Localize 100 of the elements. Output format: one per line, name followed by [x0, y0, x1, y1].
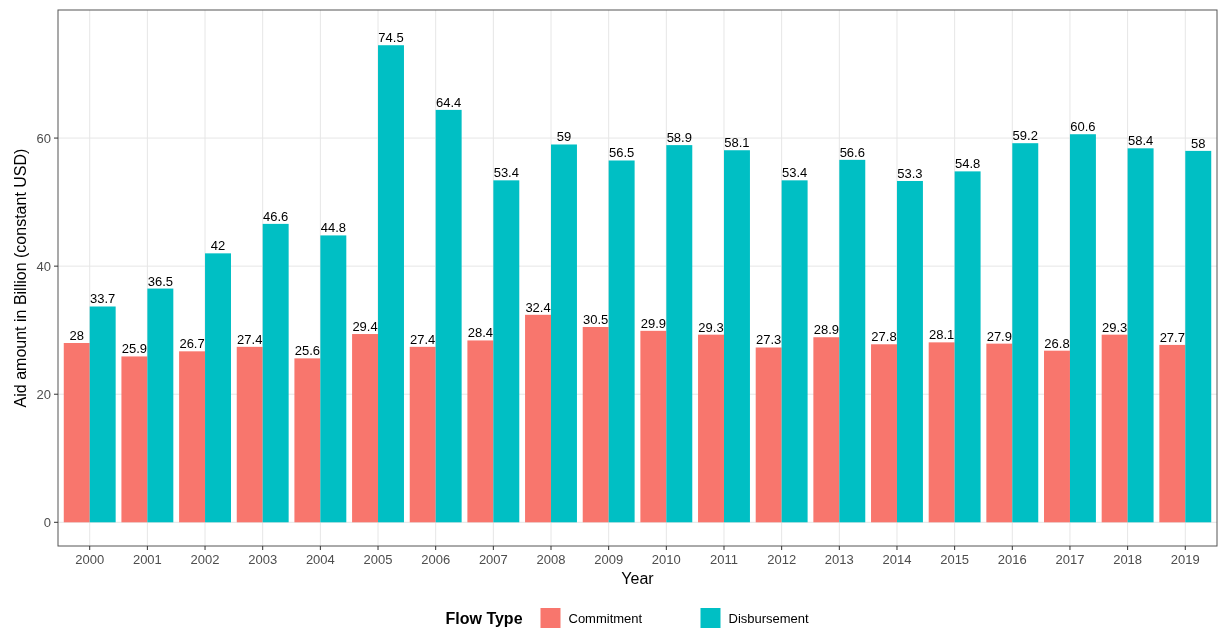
y-axis-title: Aid amount in Billion (constant USD)	[12, 148, 29, 408]
y-tick-label: 60	[36, 130, 51, 146]
bar	[352, 334, 379, 523]
legend-label: Commitment	[568, 610, 643, 626]
bar	[378, 45, 404, 523]
data-label: 26.8	[1044, 335, 1070, 351]
bar	[1127, 148, 1154, 523]
bar	[121, 356, 148, 523]
x-tick-label: 2014	[882, 552, 912, 567]
data-label: 56.5	[608, 145, 635, 161]
data-label: 28	[69, 328, 84, 343]
bar	[493, 180, 520, 523]
data-label: 25.6	[294, 343, 321, 359]
bar	[435, 109, 462, 523]
x-tick-label: 2002	[190, 552, 220, 567]
data-label: 27.9	[986, 328, 1012, 344]
bar	[205, 253, 231, 523]
bar	[954, 171, 981, 523]
data-label: 33.7	[90, 291, 116, 307]
x-tick-label: 2008	[536, 552, 566, 567]
data-label: 27.4	[237, 331, 263, 347]
data-label: 60.6	[1070, 119, 1096, 135]
data-label: 25.9	[121, 341, 148, 357]
data-label: 27.7	[1159, 329, 1185, 345]
x-tick-label: 2007	[478, 552, 508, 567]
data-label: 28.1	[929, 327, 955, 343]
data-label: 74.5	[378, 30, 404, 46]
x-tick-label: 2012	[767, 552, 797, 567]
data-label: 64.4	[436, 94, 462, 110]
bar	[1012, 143, 1039, 523]
bar	[236, 346, 263, 523]
data-label: 54.8	[954, 156, 981, 172]
y-tick-label: 40	[36, 258, 51, 274]
y-tick-label: 20	[36, 386, 51, 402]
data-label: 42	[210, 238, 226, 254]
bar	[89, 306, 116, 523]
data-label: 56.6	[839, 144, 865, 160]
x-tick-label: 2009	[594, 552, 624, 567]
bar	[1101, 334, 1128, 523]
bar	[666, 145, 693, 523]
data-label: 59	[556, 129, 572, 145]
data-label: 29.3	[698, 319, 724, 335]
x-tick-label: 2000	[75, 552, 105, 567]
x-tick-label: 2015	[940, 552, 970, 567]
data-label: 58.4	[1127, 133, 1154, 149]
data-label: 58	[1191, 135, 1206, 151]
bar	[755, 347, 782, 523]
legend-title: Flow Type	[445, 609, 523, 627]
bar	[551, 144, 577, 523]
bar	[294, 358, 321, 523]
bar	[813, 337, 840, 523]
x-tick-label: 2006	[421, 552, 451, 567]
data-label: 53.3	[897, 165, 923, 181]
x-tick-label: 2001	[132, 552, 162, 567]
bar	[781, 180, 808, 523]
y-tick-label: 0	[43, 514, 51, 530]
x-tick-label: 2003	[248, 552, 278, 567]
data-label: 29.3	[1101, 319, 1128, 335]
data-label: 28.9	[813, 322, 839, 338]
bar	[1069, 134, 1096, 523]
x-axis-title: Year	[621, 570, 655, 587]
x-tick-label: 2011	[710, 552, 738, 567]
x-tick-label: 2013	[824, 552, 854, 567]
data-label: 53.4	[781, 165, 808, 181]
bar	[63, 343, 90, 523]
bar	[986, 343, 1013, 523]
data-label: 29.4	[352, 319, 378, 335]
x-tick-label: 2010	[651, 552, 681, 567]
x-tick-label: 2005	[363, 552, 393, 567]
data-label: 26.7	[179, 336, 205, 352]
bar	[525, 314, 552, 523]
bar	[320, 235, 347, 523]
data-label: 59.2	[1012, 128, 1038, 144]
bar	[409, 346, 436, 523]
bar	[871, 344, 897, 523]
data-label: 44.8	[320, 220, 346, 236]
bar	[1159, 344, 1186, 523]
data-label: 58.9	[666, 130, 692, 146]
bar	[262, 223, 289, 523]
x-tick-label: 2016	[997, 552, 1027, 567]
bar	[1044, 350, 1070, 523]
bar	[839, 159, 866, 523]
bar	[467, 340, 494, 523]
x-tick-label: 2019	[1170, 552, 1200, 567]
bar	[179, 351, 206, 523]
legend-label: Disbursement	[728, 610, 810, 626]
x-tick-label: 2004	[305, 552, 335, 567]
bar	[582, 326, 609, 523]
data-label: 27.4	[410, 331, 436, 347]
data-label: 32.4	[525, 299, 551, 315]
bar	[1185, 150, 1212, 523]
data-label: 27.8	[871, 329, 897, 345]
data-label: 36.5	[147, 273, 174, 289]
bar	[640, 330, 667, 523]
bar	[147, 288, 174, 523]
x-tick-label: 2017	[1055, 552, 1085, 567]
bar	[928, 342, 955, 523]
bar	[723, 150, 750, 523]
data-label: 28.4	[467, 325, 494, 341]
data-label: 46.6	[263, 208, 289, 224]
